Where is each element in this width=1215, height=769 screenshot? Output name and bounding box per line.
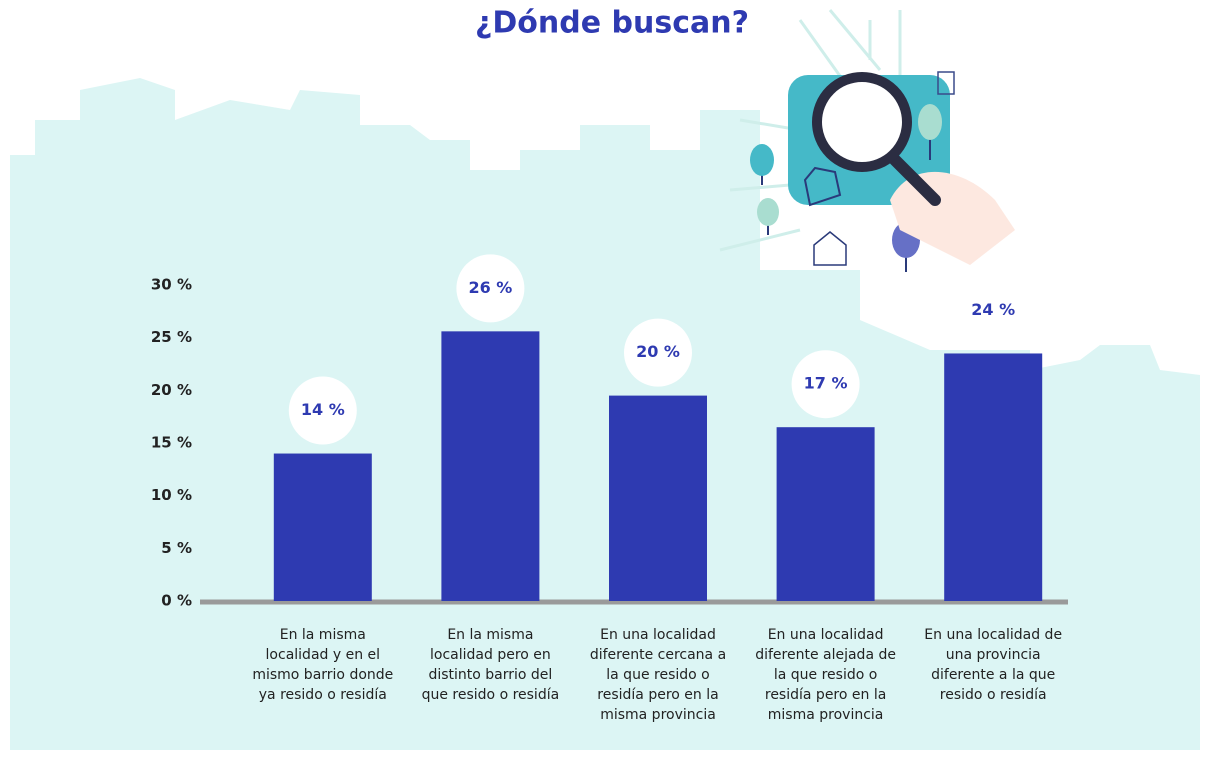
x-tick-label: En la misma localidad y en el mismo barr… [252,627,394,703]
y-tick-label: 30 % [151,276,192,294]
y-tick-label: 0 % [161,592,192,610]
value-label: 14 % [301,400,345,419]
x-tick-label: En una localidad de una provincia difere… [924,627,1063,703]
y-tick-label: 5 % [161,539,192,557]
value-label-bubble [288,376,357,445]
value-label: 17 % [804,374,848,393]
value-label: 24 % [971,300,1015,319]
house-icon [813,231,847,266]
bar [441,331,540,601]
x-tick-label: En la misma localidad pero en distinto b… [421,627,560,703]
bar [609,395,707,601]
x-tick-label: En una localidad diferente cercana a la … [589,627,727,723]
trees [750,104,942,272]
bar [273,453,372,601]
bar [944,353,1043,601]
hand [890,171,1015,265]
map-shape [803,166,842,207]
y-tick-label: 15 % [151,434,192,452]
value-label-bubble [456,254,525,323]
value-label-bubble [624,318,692,387]
magnifier-lens [812,72,912,172]
bar [776,427,875,601]
value-label-bubble [959,276,1028,345]
value-label: 26 % [468,278,512,297]
value-label-bubble [791,350,860,419]
chart-title: ¿Dónde buscan? [475,6,749,41]
magnifier-handle [889,154,941,206]
map-illustration [719,9,902,252]
x-tick-label: En una localidad diferente alejada de la… [755,627,896,723]
map-square [937,71,955,95]
y-tick-label: 25 % [151,328,192,346]
value-label: 20 % [636,342,680,361]
y-tick-label: 20 % [151,381,192,399]
y-tick-label: 10 % [151,486,192,504]
